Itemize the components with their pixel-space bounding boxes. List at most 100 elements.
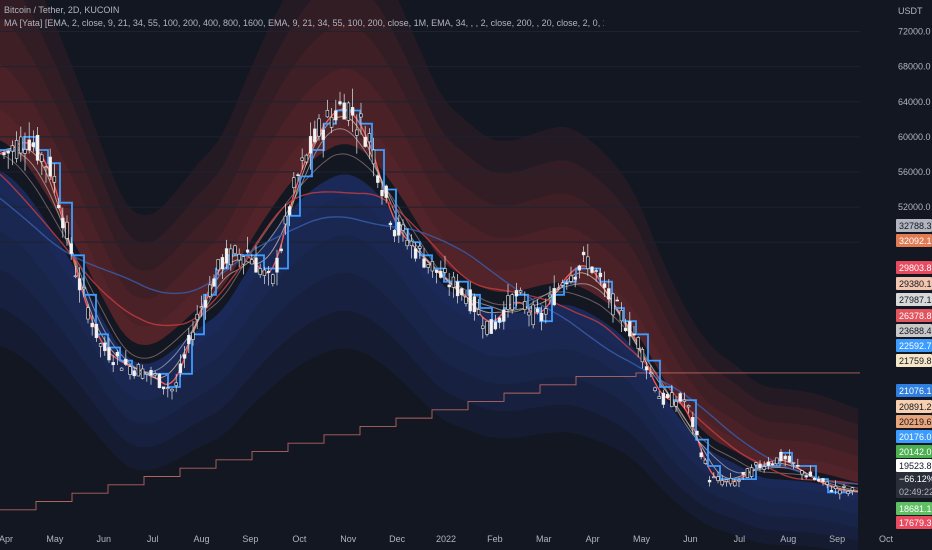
candle-body xyxy=(103,342,107,352)
ema-200-line xyxy=(0,197,859,485)
candle-body xyxy=(817,478,821,482)
currency-label: USDT xyxy=(898,6,923,16)
candle-body xyxy=(846,491,850,494)
candle-body xyxy=(539,312,544,321)
candle-body xyxy=(191,331,195,340)
candle-body xyxy=(48,156,52,177)
candle-body xyxy=(741,471,745,475)
candle-body xyxy=(607,288,611,300)
price-label-tag xyxy=(896,277,932,290)
candle-body xyxy=(363,136,367,147)
price-label-tag xyxy=(896,459,932,472)
x-tick-label: Feb xyxy=(487,534,503,544)
x-tick-label: 2022 xyxy=(436,534,456,544)
price-label-text: 29803.8 xyxy=(899,263,932,273)
x-tick-label: Nov xyxy=(340,534,357,544)
candle-body xyxy=(586,256,590,269)
x-tick-label: Jun xyxy=(97,534,112,544)
price-label-tag xyxy=(896,516,932,529)
candle-body xyxy=(426,264,430,268)
candle-body xyxy=(455,281,460,297)
y-tick-label: 56000.0 xyxy=(898,167,931,177)
candle-body xyxy=(329,116,334,128)
candle-body xyxy=(787,455,792,463)
candle-body xyxy=(187,334,191,345)
time-axis[interactable]: Apr May Jun Jul Aug Sep Oct Nov Dec 2022 Feb Mar Apr… xyxy=(0,534,893,544)
candle-body xyxy=(712,476,716,479)
candle-body xyxy=(44,166,48,169)
candle-body xyxy=(178,363,183,373)
candle-body xyxy=(195,313,199,320)
candle-body xyxy=(157,373,162,389)
indicator-title[interactable]: MA [Yata] [EMA, 2, close, 9, 21, 34, 55,… xyxy=(4,18,604,28)
y-tick-label: 68000.0 xyxy=(898,62,931,72)
candle-body xyxy=(640,349,645,363)
candle-body xyxy=(678,393,682,402)
price-label-text: 23688.4 xyxy=(899,326,932,336)
lower-band xyxy=(0,170,858,541)
price-label-text: 19523.8 xyxy=(899,461,932,471)
price-label-tag xyxy=(896,293,932,306)
candle-body xyxy=(665,393,670,398)
candle-body xyxy=(380,189,384,197)
candle-body xyxy=(262,269,267,276)
candle-body xyxy=(355,129,359,136)
candle-body xyxy=(283,215,288,225)
x-tick-label: Jul xyxy=(734,534,746,544)
candle-body xyxy=(304,154,309,163)
price-label-tag xyxy=(896,415,932,428)
candle-body xyxy=(443,268,447,273)
x-tick-label: Mar xyxy=(536,534,552,544)
candle-body xyxy=(476,309,481,315)
candle-body xyxy=(661,392,666,405)
candle-body xyxy=(716,476,720,481)
candle-body xyxy=(401,224,405,231)
candle-body xyxy=(124,358,128,365)
symbol-title[interactable]: Bitcoin / Tether, 2D, KUCOIN xyxy=(4,5,120,15)
price-label-text: 32092.1 xyxy=(899,236,932,246)
candle-body xyxy=(325,110,330,118)
candle-body xyxy=(98,343,103,347)
x-tick-label: Apr xyxy=(0,534,13,544)
price-label-text: 32788.3 xyxy=(899,221,932,231)
y-tick-label: 52000.0 xyxy=(898,202,931,212)
candle-body xyxy=(271,274,275,284)
candle-body xyxy=(531,304,535,326)
price-label-text: 21076.1 xyxy=(899,386,932,396)
candle-body xyxy=(229,248,233,266)
candle-body xyxy=(523,301,527,310)
candle-body xyxy=(682,399,687,402)
candle-body xyxy=(61,217,65,229)
candle-body xyxy=(19,136,23,154)
price-label-text: 29380.1 xyxy=(899,279,932,289)
candle-body xyxy=(493,321,498,330)
candle-body xyxy=(367,133,372,143)
price-label-tag xyxy=(896,400,932,413)
price-label-text: 20176.0 xyxy=(899,432,932,442)
candle-body xyxy=(342,102,346,120)
candle-body xyxy=(224,248,229,264)
candle-body xyxy=(430,261,435,272)
candle-body xyxy=(170,388,174,392)
candle-body xyxy=(338,101,342,105)
x-tick-label: Oct xyxy=(292,534,307,544)
candle-body xyxy=(10,145,15,152)
x-tick-label: Sep xyxy=(242,534,258,544)
ema-100-line xyxy=(0,173,859,485)
chart-legend: Bitcoin / Tether, 2D, KUCOIN MA [Yata] [… xyxy=(4,4,604,30)
candle-body xyxy=(296,174,300,177)
candle-body xyxy=(695,430,699,436)
price-label-tag xyxy=(896,261,932,274)
candle-body xyxy=(754,462,758,466)
step-level-line xyxy=(0,372,860,511)
candle-body xyxy=(94,323,99,339)
candle-body xyxy=(686,405,691,408)
candle-body xyxy=(166,387,170,389)
price-label-text: 20142.0 xyxy=(899,447,932,457)
candle-body xyxy=(590,266,594,273)
candle-body xyxy=(552,288,556,306)
candle-body xyxy=(136,364,141,377)
candle-body xyxy=(485,320,489,335)
price-label-text: 21759.8 xyxy=(899,356,932,366)
